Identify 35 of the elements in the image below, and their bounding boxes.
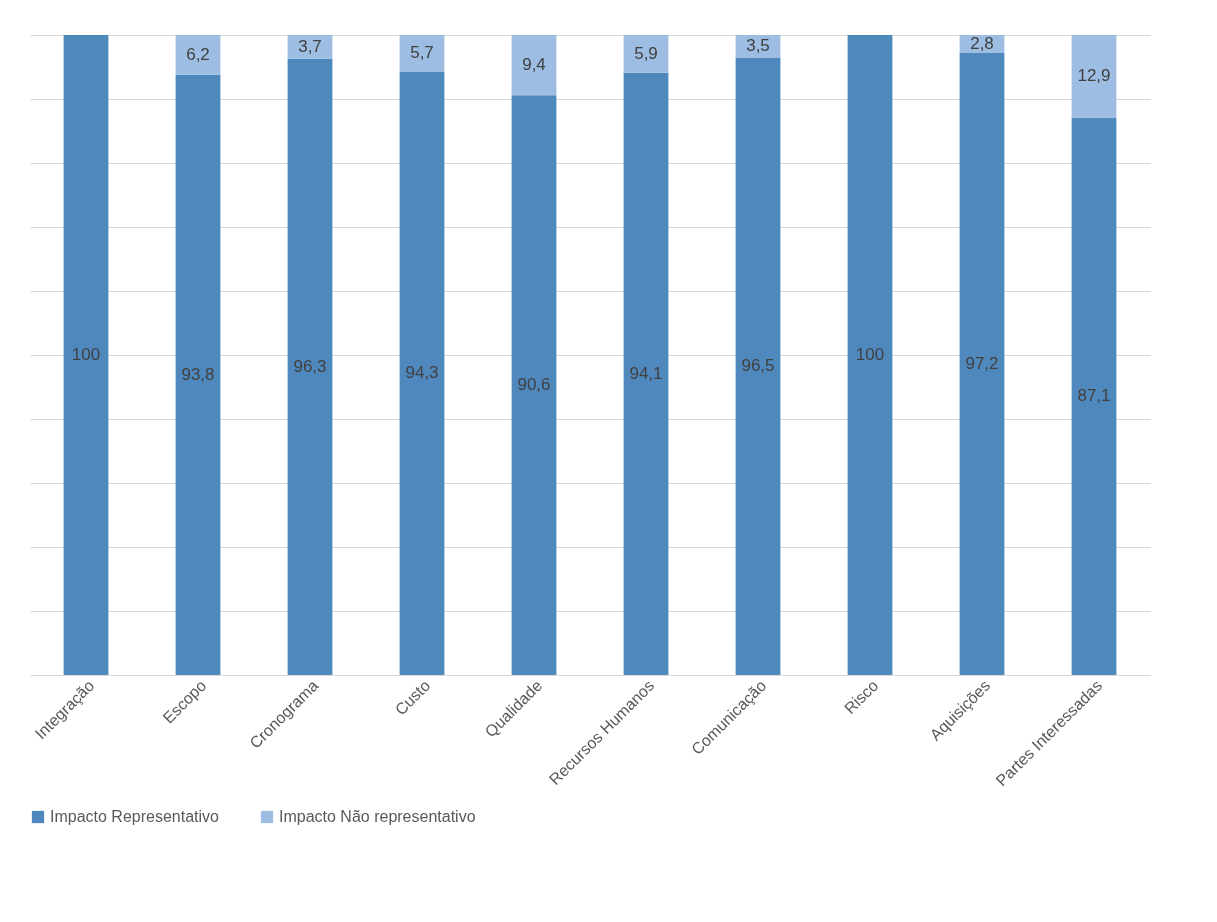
data-label: 3,7 — [298, 36, 322, 56]
data-label: 94,1 — [629, 363, 663, 383]
bar — [623, 35, 669, 73]
data-label: 5,9 — [634, 43, 658, 63]
legend-label: Impacto Representativo — [50, 808, 220, 825]
bar — [1071, 35, 1117, 118]
data-label: 100 — [71, 345, 101, 364]
bar — [847, 35, 893, 675]
data-label: 2,8 — [970, 33, 994, 53]
data-label: 97,2 — [965, 353, 999, 373]
data-label: 3,5 — [746, 36, 770, 56]
bar — [511, 95, 557, 675]
bar — [175, 35, 221, 75]
bar — [287, 58, 333, 675]
data-label: 90,6 — [517, 375, 551, 395]
data-label: 96,5 — [741, 356, 775, 376]
data-label: 96,3 — [293, 356, 327, 376]
bar — [959, 52, 1005, 675]
data-label: 93,8 — [181, 364, 215, 384]
bar — [735, 57, 781, 675]
data-label: 9,4 — [522, 55, 546, 75]
data-label: 5,7 — [410, 43, 434, 63]
bar — [623, 72, 669, 675]
bar — [63, 35, 109, 675]
bar — [511, 35, 557, 96]
bar — [399, 35, 445, 72]
bar — [1071, 117, 1117, 675]
data-label: 94,3 — [405, 363, 439, 383]
data-label: 12,9 — [1077, 66, 1111, 86]
data-label: 87,1 — [1077, 386, 1111, 406]
legend-label: Impacto Não representativo — [279, 808, 476, 825]
bar — [399, 71, 445, 675]
bar — [175, 74, 221, 675]
data-label: 6,2 — [186, 44, 210, 64]
data-label: 100 — [855, 345, 885, 364]
